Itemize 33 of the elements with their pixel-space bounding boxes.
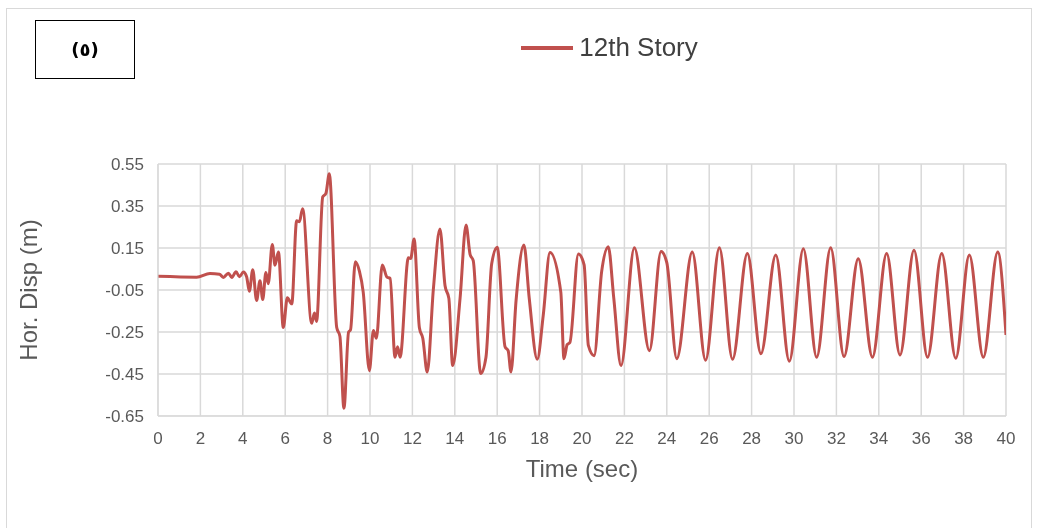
x-tick-label: 40	[996, 429, 1016, 449]
x-tick-label: 26	[699, 429, 719, 449]
x-axis-title: Time (sec)	[525, 455, 639, 483]
y-tick-label: 0.35	[110, 197, 144, 217]
x-tick-label: 32	[826, 429, 846, 449]
line-series	[158, 172, 1006, 410]
y-tick-label: 0.55	[110, 155, 144, 175]
y-tick-label: -0.65	[105, 407, 144, 427]
y-tick-label: -0.05	[105, 281, 144, 301]
x-tick-label: 34	[869, 429, 889, 449]
x-tick-label: 30	[784, 429, 804, 449]
x-tick-label: 36	[911, 429, 931, 449]
x-tick-label: 12	[402, 429, 422, 449]
x-tick-label: 22	[614, 429, 634, 449]
x-tick-label: 16	[487, 429, 507, 449]
x-tick-label: 38	[954, 429, 974, 449]
x-tick-label: 6	[280, 429, 290, 449]
legend-label: 12th Story	[579, 32, 698, 63]
x-tick-label: 28	[742, 429, 762, 449]
x-tick-label: 4	[238, 429, 248, 449]
x-tick-label: 14	[445, 429, 465, 449]
x-tick-label: 8	[322, 429, 333, 449]
x-tick-label: 0	[153, 429, 163, 449]
x-tick-label: 2	[195, 429, 206, 449]
x-tick-label: 24	[657, 429, 677, 449]
y-tick-label: -0.25	[105, 323, 144, 343]
y-tick-label: 0.15	[110, 239, 144, 259]
y-axis-title: Hor. Disp (m)	[14, 219, 42, 361]
x-tick-label: 10	[360, 429, 380, 449]
x-tick-label: 20	[572, 429, 592, 449]
y-tick-label: -0.45	[105, 365, 144, 385]
text: (٥)	[35, 20, 135, 79]
x-tick-label: 18	[530, 429, 550, 449]
